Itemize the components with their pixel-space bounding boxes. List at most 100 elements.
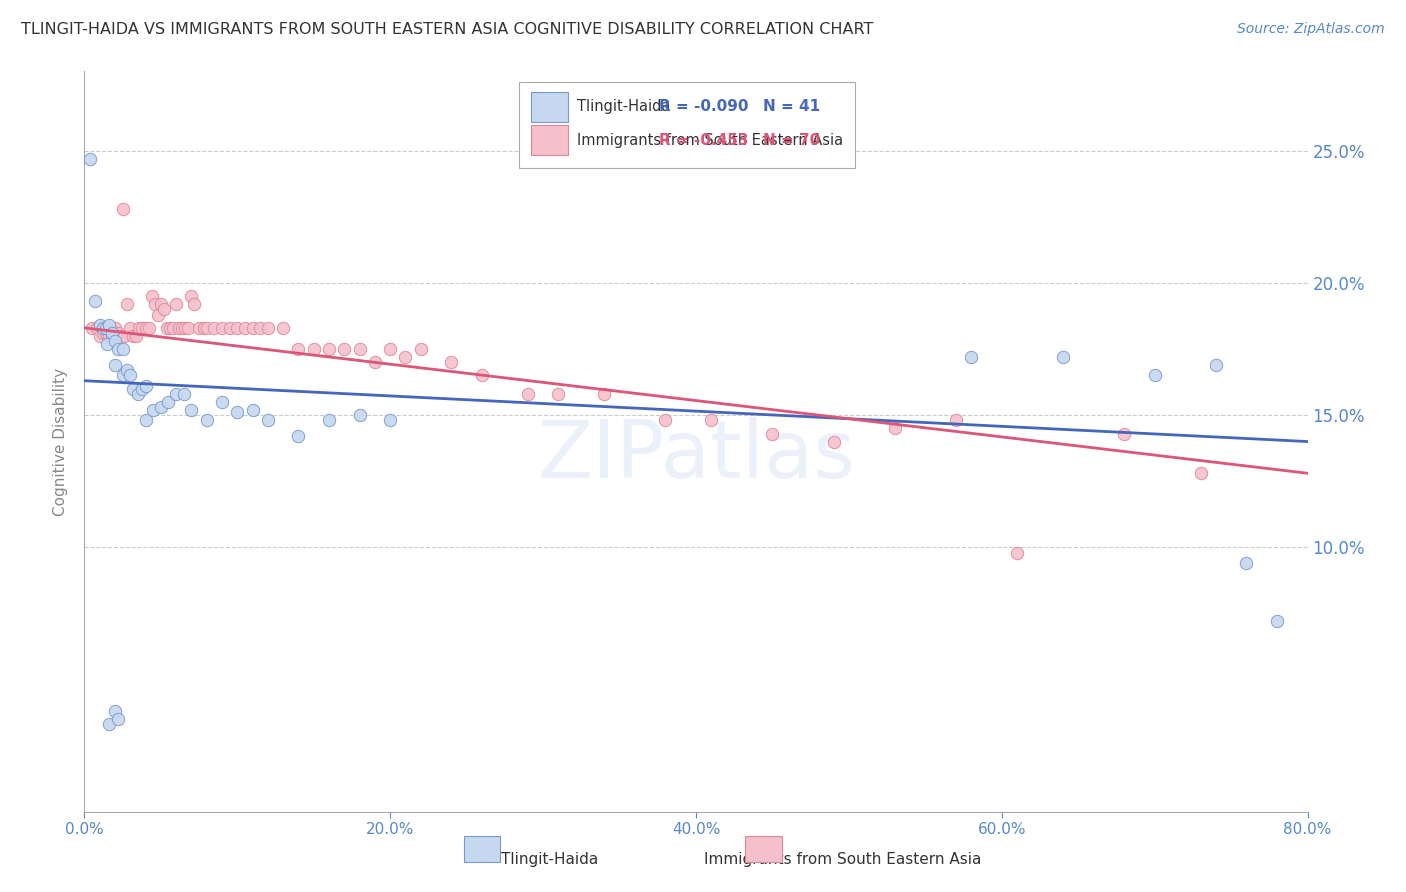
Point	[172, 321, 194, 335]
Point	[333, 342, 356, 356]
Point	[1265, 615, 1288, 629]
Point	[120, 368, 142, 383]
Text: R = -0.453: R = -0.453	[659, 133, 749, 148]
Point	[547, 387, 569, 401]
Point	[183, 297, 205, 311]
Point	[96, 336, 118, 351]
Point	[242, 321, 264, 335]
FancyBboxPatch shape	[464, 836, 501, 862]
Point	[104, 358, 127, 372]
Point	[120, 321, 142, 335]
FancyBboxPatch shape	[531, 92, 568, 121]
Point	[167, 321, 190, 335]
Point	[159, 321, 181, 335]
Point	[960, 350, 983, 364]
Point	[86, 321, 108, 335]
Point	[257, 321, 280, 335]
Point	[157, 395, 180, 409]
Text: N = 70: N = 70	[763, 133, 821, 148]
Point	[79, 152, 101, 166]
Point	[84, 294, 107, 309]
Point	[131, 382, 153, 396]
Point	[80, 321, 103, 335]
Point	[128, 321, 150, 335]
Point	[287, 429, 309, 443]
Point	[409, 342, 432, 356]
Text: TLINGIT-HAIDA VS IMMIGRANTS FROM SOUTH EASTERN ASIA COGNITIVE DISABILITY CORRELA: TLINGIT-HAIDA VS IMMIGRANTS FROM SOUTH E…	[21, 22, 873, 37]
Point	[111, 368, 134, 383]
Point	[226, 405, 249, 419]
Point	[111, 202, 134, 216]
Point	[104, 321, 127, 335]
Point	[173, 387, 195, 401]
Point	[122, 328, 145, 343]
Point	[271, 321, 294, 335]
Point	[700, 413, 723, 427]
Point	[202, 321, 225, 335]
Point	[883, 421, 905, 435]
FancyBboxPatch shape	[531, 126, 568, 155]
Point	[226, 321, 249, 335]
Point	[287, 342, 309, 356]
Point	[112, 328, 135, 343]
Point	[195, 321, 218, 335]
Point	[135, 321, 157, 335]
Point	[945, 413, 967, 427]
Text: Tlingit-Haida: Tlingit-Haida	[578, 99, 671, 114]
Point	[165, 387, 187, 401]
Point	[211, 395, 233, 409]
Text: N = 41: N = 41	[763, 99, 820, 114]
Text: Immigrants from South Eastern Asia: Immigrants from South Eastern Asia	[704, 853, 981, 867]
Point	[1189, 467, 1212, 481]
Point	[249, 321, 271, 335]
Point	[177, 321, 200, 335]
Point	[654, 413, 676, 427]
Point	[142, 402, 165, 417]
Point	[318, 342, 340, 356]
Text: Tlingit-Haida: Tlingit-Haida	[501, 853, 598, 867]
Point	[101, 328, 124, 343]
Point	[141, 289, 163, 303]
Point	[89, 318, 111, 333]
Point	[380, 342, 402, 356]
Text: Immigrants from South Eastern Asia: Immigrants from South Eastern Asia	[578, 133, 844, 148]
FancyBboxPatch shape	[745, 836, 782, 862]
Y-axis label: Cognitive Disability: Cognitive Disability	[53, 368, 69, 516]
Point	[165, 297, 187, 311]
Point	[364, 355, 387, 369]
Point	[349, 408, 371, 422]
Point	[138, 321, 160, 335]
Point	[104, 334, 127, 348]
Point	[180, 289, 202, 303]
Point	[380, 413, 402, 427]
Point	[153, 302, 176, 317]
Point	[135, 379, 157, 393]
Point	[97, 328, 120, 343]
Text: R = -0.090: R = -0.090	[659, 99, 749, 114]
Point	[115, 297, 138, 311]
Point	[1052, 350, 1074, 364]
Point	[823, 434, 845, 449]
Point	[127, 387, 149, 401]
Point	[125, 328, 148, 343]
Point	[143, 297, 166, 311]
Point	[195, 413, 218, 427]
Point	[94, 326, 117, 340]
Point	[146, 308, 169, 322]
Point	[188, 321, 211, 335]
Point	[1005, 546, 1028, 560]
Point	[233, 321, 256, 335]
Point	[174, 321, 197, 335]
Point	[97, 318, 120, 333]
Point	[593, 387, 616, 401]
Point	[318, 413, 340, 427]
Point	[149, 297, 172, 311]
Point	[1114, 426, 1136, 441]
Point	[91, 321, 114, 335]
Text: Source: ZipAtlas.com: Source: ZipAtlas.com	[1237, 22, 1385, 37]
Point	[516, 387, 538, 401]
Point	[471, 368, 494, 383]
Point	[180, 402, 202, 417]
Point	[122, 382, 145, 396]
Point	[242, 402, 264, 417]
